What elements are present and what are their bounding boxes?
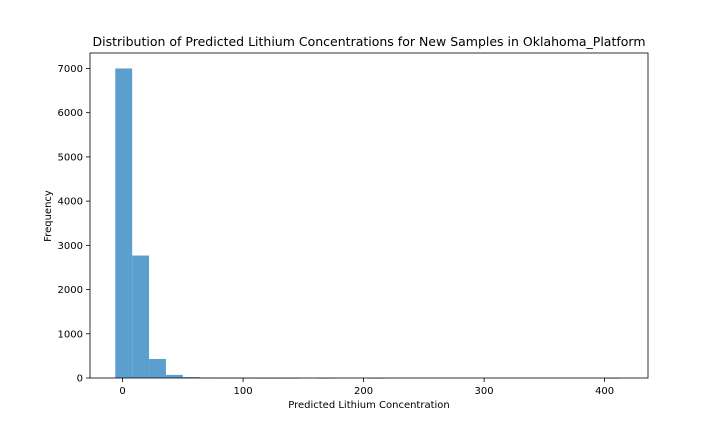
- x-tick-label: 100: [234, 386, 253, 397]
- y-tick-label: 7000: [58, 64, 83, 75]
- plot-frame: [89, 52, 649, 379]
- histogram-bar: [149, 358, 166, 378]
- y-tick-label: 6000: [58, 108, 83, 119]
- y-tick-label: 2000: [58, 285, 83, 296]
- x-tick-label: 0: [119, 386, 125, 397]
- x-tick-label: 200: [354, 386, 373, 397]
- y-tick-label: 5000: [58, 152, 83, 163]
- histogram-bar: [115, 68, 133, 378]
- y-tick-label: 3000: [58, 241, 83, 252]
- x-tick-label: 400: [595, 386, 614, 397]
- x-axis-ticks: 0 100 200 300 400: [119, 378, 614, 397]
- histogram-bar: [132, 255, 150, 378]
- histogram-bar: [182, 377, 200, 378]
- bars-group: [115, 68, 622, 379]
- histogram-bar: [165, 374, 183, 378]
- x-axis-label: Predicted Lithium Concentration: [288, 400, 450, 411]
- y-tick-label: 1000: [58, 329, 83, 340]
- y-axis-ticks: 0 1000 2000 3000 4000 5000 6000 7000: [58, 64, 90, 385]
- y-tick-label: 0: [77, 374, 83, 385]
- y-tick-label: 4000: [58, 197, 83, 208]
- x-tick-label: 300: [475, 386, 494, 397]
- chart-title: Distribution of Predicted Lithium Concen…: [93, 34, 646, 49]
- y-axis-label: Frequency: [43, 190, 54, 242]
